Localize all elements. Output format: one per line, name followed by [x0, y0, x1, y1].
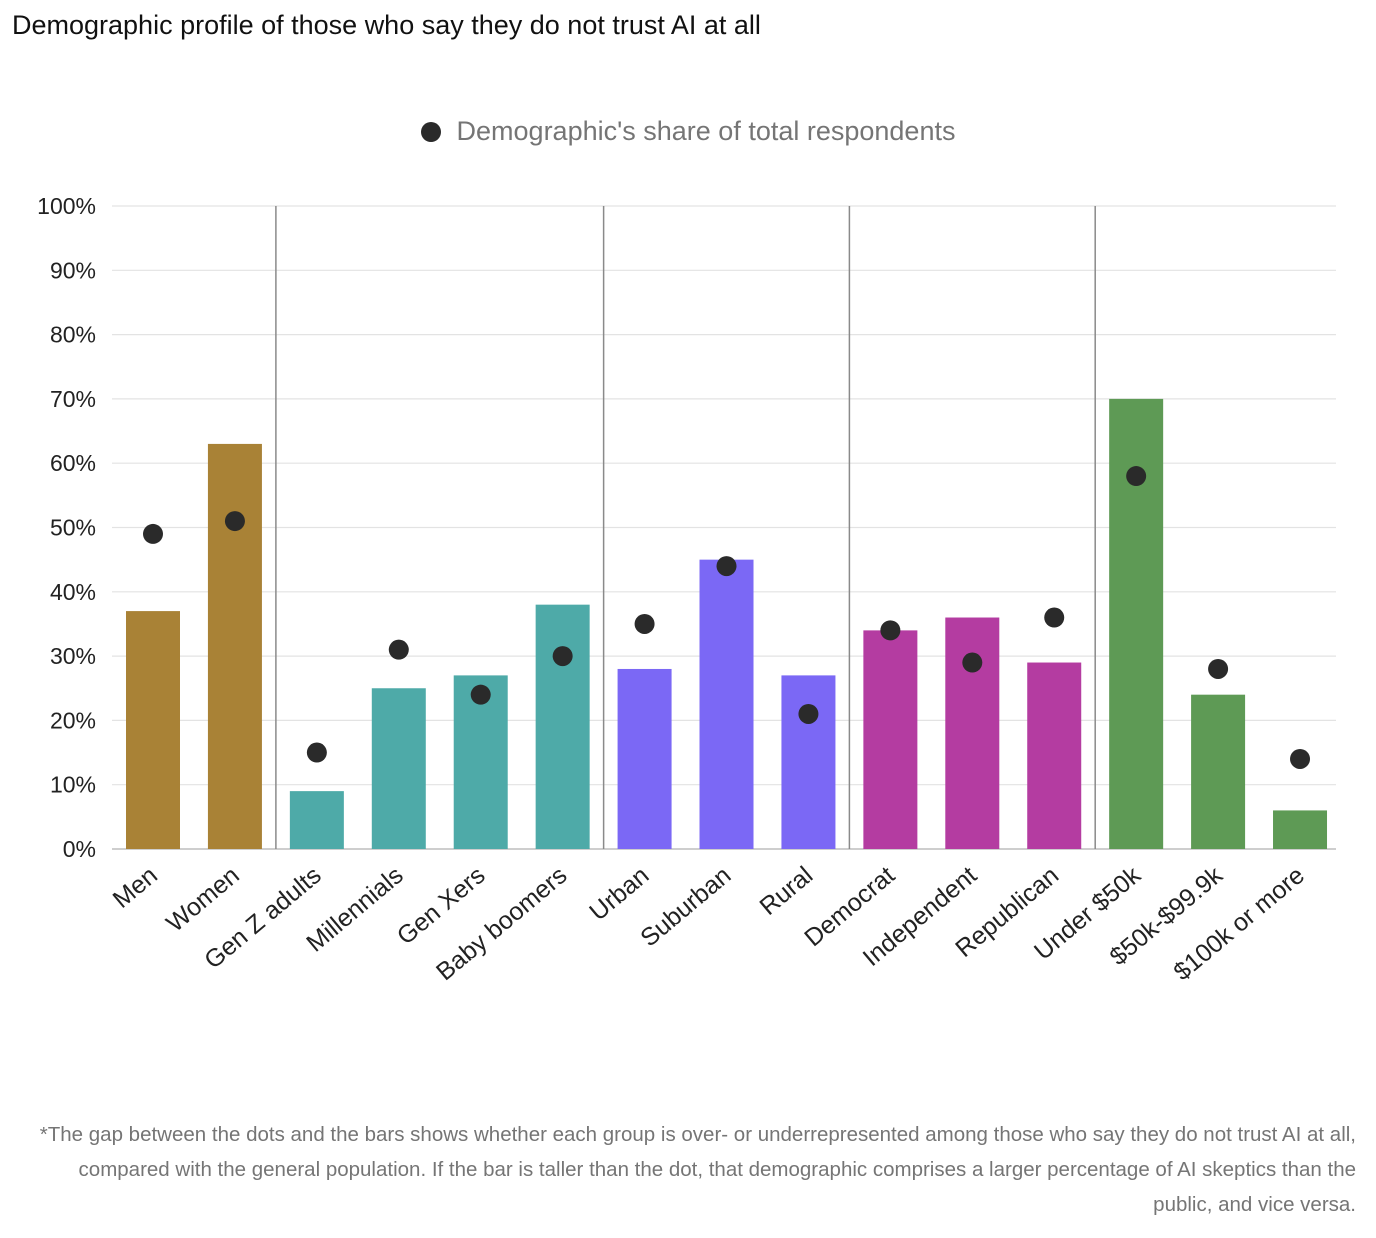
bar: [1273, 810, 1328, 849]
chart-legend: Demographic's share of total respondents: [0, 116, 1376, 147]
x-tick-label: Urban: [584, 861, 654, 926]
x-tick-label: Rural: [755, 861, 819, 921]
bar: [945, 617, 1000, 849]
dot-marker: [1208, 658, 1229, 679]
dot-marker: [143, 523, 163, 544]
bar: [289, 791, 344, 849]
y-tick-label: 40%: [50, 579, 96, 605]
dot-marker: [634, 613, 655, 634]
bar: [126, 611, 180, 849]
bar: [1027, 662, 1082, 849]
dot-marker: [1126, 466, 1147, 487]
dot-marker: [880, 620, 901, 641]
bar-chart: 0%10%20%30%40%50%60%70%80%90%100%MenWome…: [37, 193, 1336, 986]
footnote: *The gap between the dots and the bars s…: [39, 1123, 1356, 1216]
x-tick-label: Men: [108, 861, 163, 914]
chart-title: Demographic profile of those who say the…: [12, 10, 761, 40]
dot-marker: [306, 742, 327, 763]
dot-marker: [470, 684, 491, 705]
dot-marker: [798, 703, 819, 724]
y-tick-label: 50%: [50, 515, 96, 541]
bar: [617, 668, 672, 849]
bar: [781, 675, 836, 849]
dot-marker: [224, 511, 245, 532]
y-tick-label: 20%: [50, 707, 96, 733]
bar: [207, 443, 262, 849]
y-tick-label: 10%: [50, 772, 96, 798]
bar: [371, 688, 426, 849]
dot-marker: [388, 639, 409, 660]
y-tick-label: 70%: [50, 386, 96, 412]
dot-marker: [716, 556, 737, 577]
x-tick-label: Suburban: [635, 861, 736, 952]
dot-marker: [962, 652, 983, 673]
bar: [535, 604, 590, 849]
y-tick-label: 80%: [50, 322, 96, 348]
bar: [699, 559, 754, 849]
dot-marker: [1290, 748, 1311, 769]
dot-marker: [1044, 607, 1065, 628]
y-tick-label: 100%: [37, 193, 96, 219]
dot-marker: [552, 646, 573, 667]
bar: [1191, 694, 1246, 849]
y-tick-label: 30%: [50, 643, 96, 669]
y-tick-label: 90%: [50, 257, 96, 283]
y-tick-label: 0%: [63, 836, 96, 862]
y-tick-label: 60%: [50, 450, 96, 476]
legend-dot-marker: [420, 121, 441, 142]
legend-label: Demographic's share of total respondents: [456, 116, 956, 146]
bar: [863, 630, 918, 849]
